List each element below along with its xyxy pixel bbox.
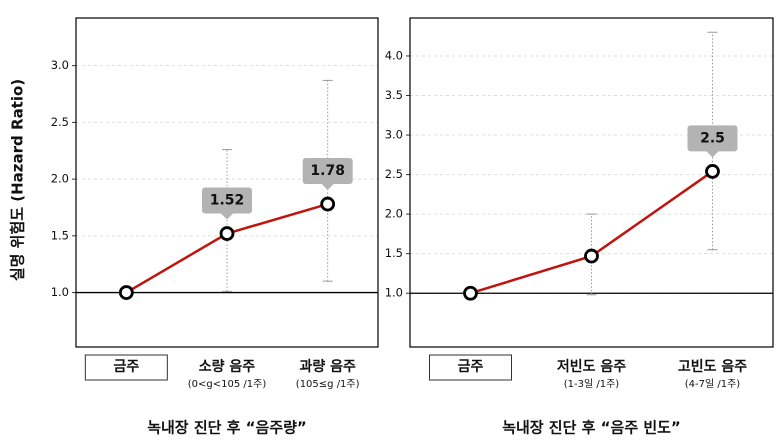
point [219,226,235,241]
x-axis-title: 녹내장 진단 후 “음주 빈도” [502,419,681,437]
y-tick-label: 3.5 [385,88,403,102]
x-tick-label: 금주 [113,359,139,375]
y-tick-label: 1.5 [51,228,69,242]
y-tick-label: 2.5 [385,167,403,181]
x-tick-sublabel: (1-3일 /1주) [564,378,620,390]
x-tick-label: 소량 음주 [199,359,256,375]
plot-frame [409,17,774,348]
value-label: 2.5 [700,130,725,146]
x-tick-sublabel: (105≤g /1주) [296,379,360,390]
y-tick-label: 1.0 [51,285,69,299]
point [118,285,134,300]
x-tick-sublabel: (0<g<105 /1주) [188,379,267,390]
y-tick-label: 3.0 [385,128,403,142]
x-tick-label: 금주 [458,359,484,375]
point [705,164,720,179]
value-label: 1.52 [210,193,245,209]
y-tick-label: 2.0 [385,207,403,221]
y-axis-title: 실명 위험도 (Hazard Ratio) [9,79,27,281]
x-axis-title: 녹내장 진단 후 “음주량” [147,419,307,437]
y-tick-label: 3.0 [51,58,69,72]
point [584,248,599,264]
point [463,285,478,301]
x-tick-label: 저빈도 음주 [557,359,626,375]
plot-frame [75,17,379,348]
series-line [470,170,714,295]
x-tick-label: 고빈도 음주 [678,359,747,375]
value-label-box [202,187,252,220]
x-tick-label: 과량 음주 [299,359,356,375]
category-box [429,354,512,381]
value-label-box [687,125,738,158]
x-tick-sublabel: (4-7일 /1주) [685,378,741,390]
y-tick-label: 2.5 [51,115,69,129]
y-tick-label: 4.0 [385,48,403,62]
value-label-box [302,158,353,191]
category-box [84,354,168,381]
y-tick-label: 2.0 [51,172,69,186]
value-label: 1.78 [310,163,345,179]
y-tick-label: 1.0 [385,286,403,300]
point [320,196,336,212]
y-tick-label: 1.5 [385,246,403,260]
